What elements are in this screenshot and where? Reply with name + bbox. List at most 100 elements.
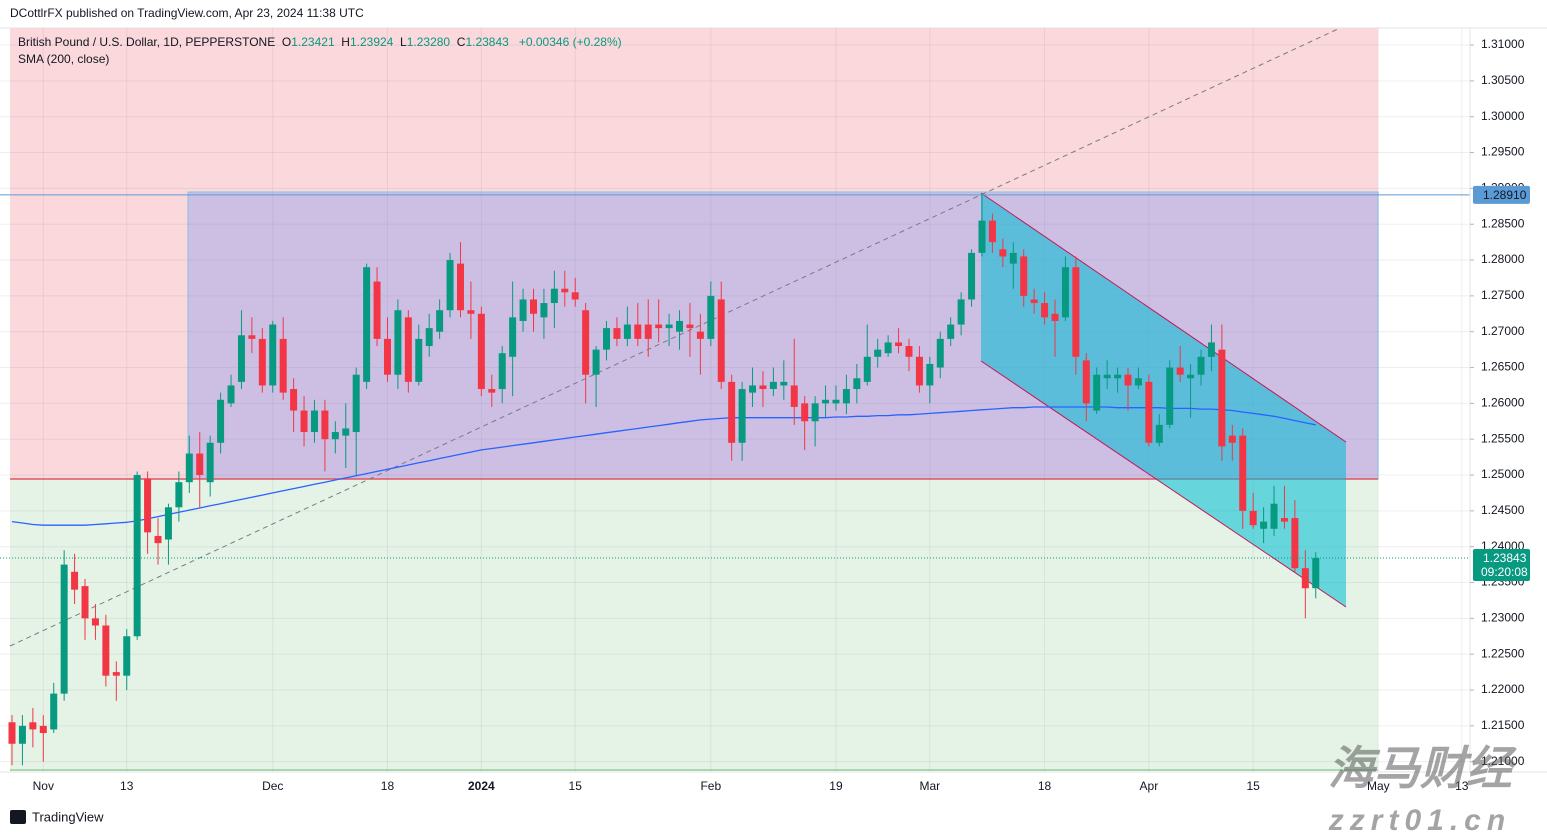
candle-body — [874, 349, 882, 357]
candle-body — [1176, 367, 1184, 375]
candle-body — [477, 313, 485, 390]
candle-body — [1030, 299, 1038, 304]
candle-body — [686, 324, 694, 329]
y-tick-label: 1.25000 — [1481, 467, 1525, 481]
line-badge-label: 1.28910 — [1483, 188, 1527, 202]
candle-body — [29, 722, 37, 730]
candle-body — [801, 403, 809, 422]
candle-body — [717, 299, 725, 382]
candle-body — [112, 672, 120, 676]
candle-body — [957, 299, 965, 325]
y-tick-label: 1.23000 — [1481, 611, 1525, 625]
candle-body — [436, 310, 444, 332]
candle-body — [164, 507, 172, 540]
candle-body — [310, 410, 318, 433]
candle-body — [425, 328, 433, 347]
ohlc-value: 1.23843 — [465, 35, 509, 49]
candle-body — [373, 281, 381, 339]
candle-body — [363, 267, 371, 382]
ohlc-value: 1.23280 — [406, 35, 451, 49]
candle-body — [842, 389, 850, 404]
watermark: 海马财经 — [1328, 742, 1517, 794]
x-tick-label: 18 — [1038, 779, 1052, 793]
candle-body — [665, 324, 673, 329]
x-tick-label: 13 — [1455, 779, 1469, 793]
candle-body — [1082, 360, 1090, 404]
y-tick-label: 1.28500 — [1481, 216, 1525, 230]
y-tick-label: 1.30500 — [1481, 73, 1525, 87]
candle-body — [926, 363, 934, 386]
candle-body — [1020, 256, 1028, 296]
ohlc: O1.23421 H1.23924 L1.23280 C1.23843 — [282, 35, 516, 49]
x-tick-label: 19 — [829, 779, 843, 793]
candle-body — [655, 324, 663, 329]
x-tick-label: 15 — [1246, 779, 1260, 793]
y-tick-label: 1.29500 — [1481, 145, 1525, 159]
countdown: 09:20:08 — [1481, 565, 1528, 579]
legend: British Pound / U.S. Dollar, 1D, PEPPERS… — [18, 34, 622, 68]
candle-body — [488, 389, 496, 393]
line-badge — [1473, 185, 1530, 204]
candle-body — [467, 310, 475, 314]
candle-body — [550, 288, 558, 304]
candle-body — [707, 295, 715, 339]
watermark-site: zzrt01.cn — [1328, 804, 1511, 836]
candle-body — [1072, 267, 1080, 357]
ohlc-key: C — [456, 35, 466, 49]
ohlc-value: 1.23421 — [291, 35, 335, 49]
y-tick-label: 1.21500 — [1481, 718, 1525, 732]
candle-body — [769, 381, 777, 390]
candle-body — [790, 385, 798, 407]
candle-body — [102, 625, 110, 676]
candle-body — [884, 342, 892, 354]
candle-body — [780, 381, 788, 386]
candle-body — [123, 636, 131, 676]
candle-body — [404, 317, 412, 382]
candle-body — [623, 324, 631, 339]
candles — [0, 193, 1470, 766]
price-badge-label: 1.23843 — [1483, 551, 1527, 565]
candle-body — [676, 320, 684, 332]
ohlc-key: O — [281, 35, 292, 49]
candle-body — [988, 220, 996, 243]
candle-body — [853, 378, 861, 390]
candle-body — [1155, 424, 1163, 443]
candle-body — [217, 399, 225, 443]
candle-body — [1187, 374, 1195, 379]
candle-body — [258, 338, 266, 386]
candle-body — [71, 571, 79, 590]
candle-body — [331, 432, 339, 440]
candle-body — [863, 356, 871, 382]
candle-body — [394, 310, 402, 375]
x-tick-label: Mar — [920, 779, 941, 793]
candle-body — [1270, 503, 1278, 529]
candle-body — [196, 453, 204, 476]
logo — [10, 810, 26, 824]
ohlc-value: 1.23924 — [349, 35, 394, 49]
y-tick-label: 1.27000 — [1481, 324, 1525, 338]
candle-body — [905, 346, 913, 357]
candle-body — [738, 389, 746, 443]
candle-body — [1228, 435, 1236, 443]
buy-zone — [10, 479, 1378, 771]
candle-body — [1093, 374, 1101, 411]
candle-body — [81, 586, 89, 619]
candle-body — [811, 403, 819, 422]
indicator: SMA (200, close) — [18, 52, 110, 66]
candle-body — [1103, 374, 1111, 379]
candle-body — [1218, 349, 1226, 447]
candle-body — [936, 338, 944, 368]
candle-body — [1197, 356, 1205, 375]
candle-body — [613, 328, 621, 339]
candle-body — [1041, 303, 1049, 318]
candle-body — [822, 399, 830, 404]
candle-body — [50, 693, 58, 730]
candle-body — [947, 324, 955, 339]
channel-top — [980, 192, 1347, 443]
x-tick-label: Nov — [33, 779, 54, 793]
candle-body — [999, 249, 1007, 257]
candle-body — [279, 338, 287, 393]
y-tick-label: 1.26000 — [1481, 396, 1525, 410]
candle-body — [540, 303, 548, 318]
candle-body — [1249, 510, 1257, 526]
